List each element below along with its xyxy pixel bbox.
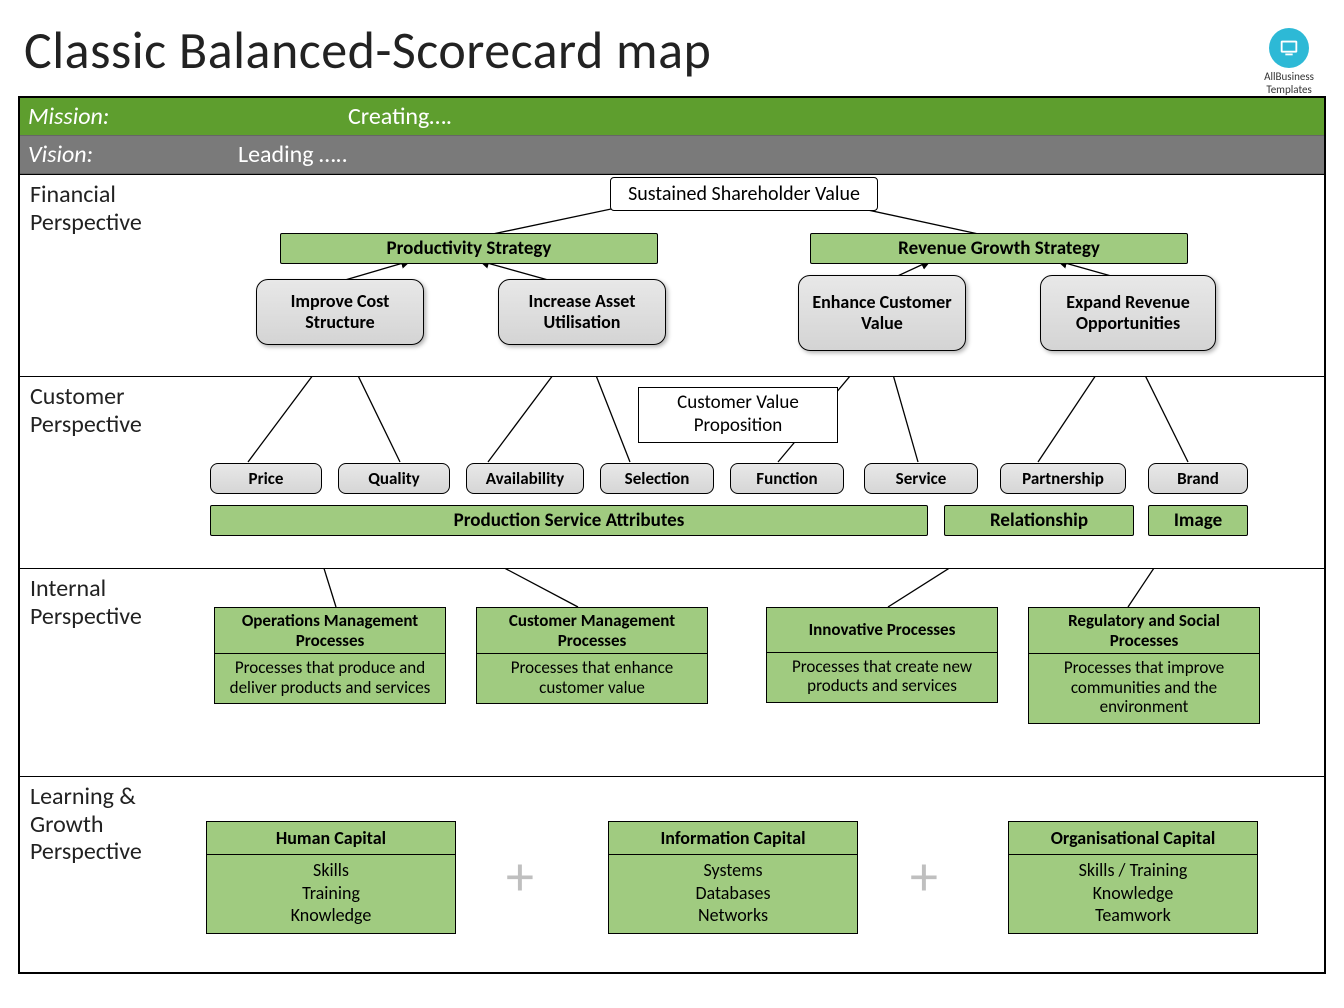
cap-org-l2: Knowledge	[1013, 882, 1253, 905]
vision-banner: Vision: Leading …..	[20, 136, 1324, 174]
proc-operations-body: Processes that produce and deliver produ…	[215, 654, 445, 703]
pill-selection: Selection	[600, 463, 714, 494]
logo-icon	[1269, 28, 1309, 68]
cap-info-l1: Systems	[613, 859, 853, 882]
cap-human: Human Capital Skills Training Knowledge	[206, 821, 456, 934]
bar-image: Image	[1148, 505, 1248, 536]
row-label-customer: Customer Perspective	[20, 377, 188, 568]
page-title: Classic Balanced-Scorecard map	[0, 0, 1344, 96]
proc-customer: Customer Management Processes Processes …	[476, 607, 708, 704]
proc-innovative-body: Processes that create new products and s…	[767, 653, 997, 702]
row-learning: Learning & Growth Perspective Human Capi…	[20, 776, 1324, 972]
pill-brand: Brand	[1148, 463, 1248, 494]
cap-organisational: Organisational Capital Skills / Training…	[1008, 821, 1258, 934]
cap-human-l3: Knowledge	[211, 904, 451, 927]
cap-human-l2: Training	[211, 882, 451, 905]
cap-info-l3: Networks	[613, 904, 853, 927]
logo-line2: Templates	[1264, 83, 1314, 96]
enhance-customer-value: Enhance Customer Value	[798, 275, 966, 351]
vision-label: Vision:	[28, 140, 238, 169]
vision-value: Leading …..	[238, 140, 348, 169]
cap-human-body: Skills Training Knowledge	[207, 855, 455, 933]
logo-line1: AllBusiness	[1264, 70, 1314, 83]
bar-production-service-attributes: Production Service Attributes	[210, 505, 928, 536]
mission-value: Creating….	[348, 102, 452, 131]
cap-org-l3: Teamwork	[1013, 904, 1253, 927]
pill-function: Function	[730, 463, 844, 494]
proc-regulatory: Regulatory and Social Processes Processe…	[1028, 607, 1260, 724]
cap-information-body: Systems Databases Networks	[609, 855, 857, 933]
row-label-learning: Learning & Growth Perspective	[20, 777, 188, 972]
cap-human-l1: Skills	[211, 859, 451, 882]
plus-1: +	[506, 843, 534, 911]
pill-price: Price	[210, 463, 322, 494]
sustained-shareholder-value: Sustained Shareholder Value	[610, 177, 878, 211]
cap-org-l1: Skills / Training	[1013, 859, 1253, 882]
revenue-growth-strategy: Revenue Growth Strategy	[810, 233, 1188, 264]
cap-info-l2: Databases	[613, 882, 853, 905]
proc-regulatory-hdr: Regulatory and Social Processes	[1029, 608, 1259, 654]
cap-information: Information Capital Systems Databases Ne…	[608, 821, 858, 934]
proc-operations-hdr: Operations Management Processes	[215, 608, 445, 654]
row-financial: Financial Perspective Sustained Sharehol…	[20, 174, 1324, 376]
pill-partnership: Partnership	[1000, 463, 1126, 494]
cap-organisational-body: Skills / Training Knowledge Teamwork	[1009, 855, 1257, 933]
row-internal: Internal Perspective Operations Manageme…	[20, 568, 1324, 776]
cap-human-hdr: Human Capital	[207, 822, 455, 855]
pill-quality: Quality	[338, 463, 450, 494]
cap-information-hdr: Information Capital	[609, 822, 857, 855]
productivity-strategy: Productivity Strategy	[280, 233, 658, 264]
expand-revenue-opportunities: Expand Revenue Opportunities	[1040, 275, 1216, 351]
increase-asset-utilisation: Increase Asset Utilisation	[498, 279, 666, 345]
proc-innovative: Innovative Processes Processes that crea…	[766, 607, 998, 703]
row-customer: Customer Perspective Customer Value Prop…	[20, 376, 1324, 568]
pill-service: Service	[864, 463, 978, 494]
proc-regulatory-body: Processes that improve communities and t…	[1029, 654, 1259, 723]
scorecard-frame: Mission: Creating…. Vision: Leading ….. …	[18, 96, 1326, 974]
proc-customer-body: Processes that enhance customer value	[477, 654, 707, 703]
row-label-internal: Internal Perspective	[20, 569, 188, 776]
mission-banner: Mission: Creating….	[20, 98, 1324, 136]
cap-organisational-hdr: Organisational Capital	[1009, 822, 1257, 855]
row-label-financial: Financial Perspective	[20, 175, 188, 376]
plus-2: +	[910, 843, 938, 911]
mission-label: Mission:	[28, 102, 238, 131]
logo: AllBusiness Templates	[1264, 28, 1314, 96]
customer-value-proposition: Customer Value Proposition	[638, 387, 838, 443]
improve-cost-structure: Improve Cost Structure	[256, 279, 424, 345]
proc-customer-hdr: Customer Management Processes	[477, 608, 707, 654]
proc-innovative-hdr: Innovative Processes	[767, 608, 997, 653]
proc-operations: Operations Management Processes Processe…	[214, 607, 446, 704]
pill-availability: Availability	[466, 463, 584, 494]
bar-relationship: Relationship	[944, 505, 1134, 536]
